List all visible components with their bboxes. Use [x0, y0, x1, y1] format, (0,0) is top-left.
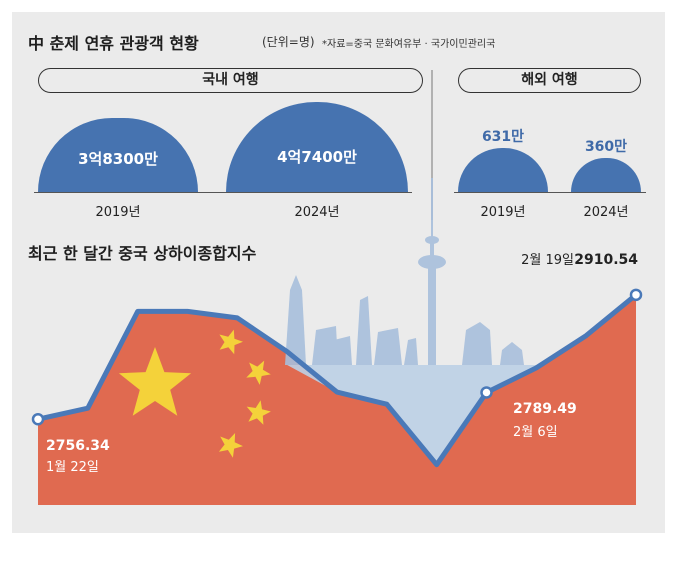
data-point-marker	[31, 412, 45, 426]
domestic-2024-value: 4억7400만	[277, 148, 357, 166]
overseas-2019-value: 631만	[481, 129, 525, 145]
low-date-label: 2월 6일	[513, 425, 558, 440]
data-point-marker	[480, 386, 493, 399]
start-date-label: 1월 22일	[46, 460, 99, 475]
index-area	[38, 294, 636, 505]
overseas-2024-value: 360만	[584, 139, 628, 155]
flag-stars	[118, 329, 271, 458]
chart-title: 최근 한 달간 중국 상하이종합지수	[28, 244, 257, 263]
main-title: 中 춘제 연휴 관광객 현황	[28, 34, 199, 53]
skyline-silhouette	[285, 178, 524, 365]
end-value-label: 2910.54	[574, 252, 638, 268]
domestic-2019-value: 3억8300만	[78, 150, 158, 168]
domestic-baseline	[34, 192, 412, 193]
index-line	[37, 292, 638, 468]
overseas-2024-year: 2024년	[583, 205, 629, 220]
domestic-travel-pill: 국내 여행	[38, 68, 423, 93]
source-note: *자료=중국 문화여유부 · 국가이민관리국	[322, 39, 496, 50]
valley-shade	[287, 365, 537, 465]
domestic-2019-year: 2019년	[95, 205, 141, 220]
big-star-icon	[118, 347, 192, 416]
start-value-label: 2756.34	[46, 438, 110, 454]
domestic-2024-year: 2024년	[294, 205, 340, 220]
small-star-icon	[219, 329, 243, 355]
small-star-icon	[246, 360, 271, 385]
low-value-label: 2789.49	[513, 401, 577, 417]
small-star-icon	[246, 400, 271, 425]
unit-label: (단위=명)	[262, 35, 315, 49]
overseas-travel-pill: 해외 여행	[458, 68, 641, 93]
overseas-2019-year: 2019년	[480, 205, 526, 220]
small-star-icon	[218, 433, 243, 458]
overseas-baseline	[454, 192, 646, 193]
end-date-label: 2월 19일	[521, 253, 574, 268]
data-point-marker	[629, 288, 643, 302]
